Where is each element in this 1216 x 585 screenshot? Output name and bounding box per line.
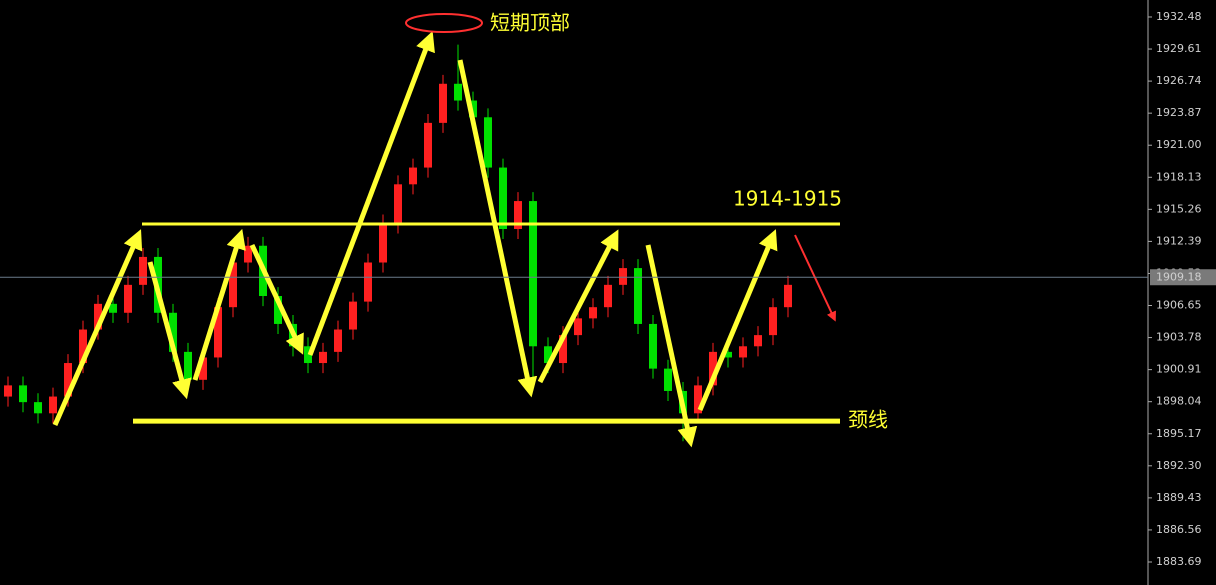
- level-label: 1914-1915: [733, 186, 842, 210]
- candle-body: [469, 100, 477, 118]
- candle-body: [454, 83, 462, 101]
- y-tick-label: 1883.69: [1156, 555, 1202, 568]
- candle-body: [424, 122, 432, 168]
- candles: [4, 44, 792, 442]
- candle-body: [274, 296, 282, 324]
- candle-body: [79, 329, 87, 364]
- candle-body: [604, 284, 612, 308]
- y-tick-label: 1889.43: [1156, 491, 1202, 504]
- y-tick-label: 1932.48: [1156, 10, 1202, 23]
- candle-body: [544, 346, 552, 364]
- y-tick-label: 1906.65: [1156, 299, 1202, 312]
- candle-body: [169, 312, 177, 352]
- candle-body: [364, 262, 372, 302]
- candle-body: [94, 303, 102, 330]
- candle-body: [559, 335, 567, 364]
- candle-body: [19, 385, 27, 403]
- y-tick-label: 1895.17: [1156, 427, 1202, 440]
- arrow: [697, 229, 778, 411]
- y-tick-label: 1918.13: [1156, 170, 1202, 183]
- y-tick-label: 1912.39: [1156, 234, 1202, 247]
- candle-body: [124, 284, 132, 313]
- y-tick-label: 1886.56: [1156, 523, 1202, 536]
- candle-body: [34, 402, 42, 414]
- last-price-label: 1909.18: [1156, 270, 1202, 283]
- arrow: [307, 30, 435, 356]
- candle-body: [109, 303, 117, 313]
- candle-body: [529, 201, 537, 347]
- candle-body: [709, 351, 717, 386]
- y-tick-label: 1898.04: [1156, 395, 1202, 408]
- candle-body: [49, 396, 57, 414]
- y-tick-label: 1900.91: [1156, 363, 1202, 376]
- candle-body: [349, 301, 357, 330]
- candle-body: [409, 167, 417, 185]
- candle-body: [649, 323, 657, 369]
- top-marker: [405, 13, 483, 33]
- candle-body: [499, 167, 507, 229]
- candle-body: [379, 223, 387, 263]
- y-tick-label: 1915.26: [1156, 202, 1202, 215]
- y-tick-label: 1921.00: [1156, 138, 1202, 151]
- candle-body: [229, 262, 237, 308]
- candle-body: [739, 346, 747, 358]
- level-label: 颈线: [848, 408, 888, 432]
- candle-body: [184, 351, 192, 380]
- candle-body: [694, 385, 702, 414]
- arrow: [147, 261, 192, 400]
- candle-body: [484, 117, 492, 168]
- candle-body: [724, 351, 732, 358]
- candle-body: [139, 256, 147, 285]
- forecast-arrow: [794, 234, 836, 322]
- candle-body: [784, 284, 792, 308]
- arrow: [192, 228, 246, 381]
- candle-body: [4, 385, 12, 397]
- candle-body: [589, 307, 597, 319]
- arrow: [537, 229, 619, 384]
- candle-body: [244, 245, 252, 263]
- last-price-box: [1150, 269, 1216, 286]
- arrow: [52, 229, 143, 427]
- candle-body: [334, 329, 342, 352]
- candle-body: [319, 351, 327, 364]
- candle-body: [769, 307, 777, 336]
- y-tick-label: 1923.87: [1156, 106, 1202, 119]
- candle-body: [514, 201, 522, 229]
- y-tick-label: 1892.30: [1156, 459, 1202, 472]
- candle-body: [754, 335, 762, 347]
- candle-body: [439, 83, 447, 123]
- candle-body: [574, 318, 582, 336]
- candle-body: [664, 368, 672, 391]
- candle-body: [214, 307, 222, 358]
- arrow: [249, 243, 304, 355]
- y-tick-label: 1926.74: [1156, 74, 1202, 87]
- candle-body: [634, 268, 642, 324]
- y-tick-label: 1929.61: [1156, 42, 1202, 55]
- candle-body: [619, 268, 627, 285]
- candle-body: [199, 357, 207, 380]
- annotation: 短期顶部: [490, 11, 570, 35]
- candle-body: [64, 363, 72, 397]
- candle-body: [304, 346, 312, 364]
- y-tick-label: 1903.78: [1156, 331, 1202, 344]
- candle-body: [394, 184, 402, 224]
